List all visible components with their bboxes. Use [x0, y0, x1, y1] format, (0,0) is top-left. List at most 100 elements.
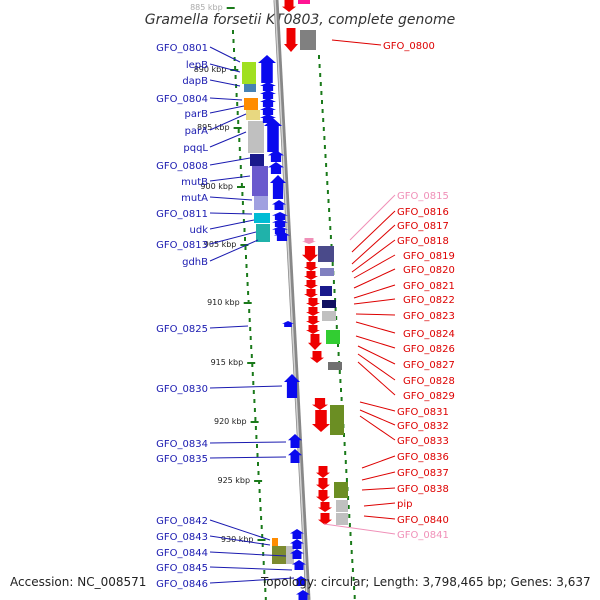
tick-dot	[326, 190, 329, 194]
scale-tick-label: 885 kbp	[190, 3, 223, 12]
feature-box	[330, 405, 344, 435]
tick-dot	[237, 120, 240, 124]
gene-arrow	[290, 539, 304, 549]
leader-line	[349, 194, 396, 241]
leader-line	[209, 456, 287, 459]
tick-dot	[248, 318, 251, 322]
tick-dot	[347, 505, 350, 509]
gene-label-gfo-0801: GFO_0801	[156, 43, 208, 54]
gene-label-gfo-0820: GFO_0820	[403, 265, 455, 276]
tick-dot	[244, 246, 247, 250]
feature-box	[320, 268, 334, 276]
tick-dot	[244, 237, 246, 241]
leader-line	[209, 79, 241, 87]
gene-arrow	[316, 490, 330, 502]
gene-arrow	[306, 307, 320, 316]
tick-dot	[335, 325, 338, 329]
tick-dot	[339, 379, 342, 383]
label-leader-lines	[209, 39, 396, 584]
gene-arrow	[294, 576, 308, 586]
tick-dot	[235, 84, 238, 88]
scale-tick	[233, 127, 242, 129]
gene-label-gfo-0823: GFO_0823	[403, 311, 455, 322]
gene-label-gfo-0829: GFO_0829	[403, 391, 455, 402]
gene-arrow	[308, 334, 322, 350]
gene-arrow	[288, 449, 302, 463]
gene-arrow	[306, 316, 320, 325]
tick-dot	[241, 201, 244, 205]
tick-dot	[333, 289, 336, 293]
tick-dot	[322, 127, 325, 131]
scale-tick-label: 920 kbp	[214, 417, 247, 426]
feature-box	[254, 196, 268, 210]
tick-dot	[254, 426, 257, 430]
feature-box	[336, 500, 348, 512]
leader-line	[209, 196, 253, 201]
leader-line	[209, 157, 251, 166]
tick-dot	[322, 118, 325, 122]
gene-arrow	[306, 325, 320, 334]
feature-box	[254, 213, 270, 223]
leader-line	[363, 515, 396, 520]
gene-arrow	[316, 478, 330, 490]
leader-line	[209, 441, 287, 444]
tick-dot	[239, 156, 242, 160]
gene-label-gfo-0824: GFO_0824	[403, 329, 455, 340]
tick-dot	[250, 354, 253, 358]
gene-arrow	[272, 219, 288, 227]
gene-label-parb: parB	[185, 109, 209, 120]
tick-dot	[340, 388, 342, 392]
gene-label-udk: udk	[190, 225, 209, 236]
gene-label-gfo-0821: GFO_0821	[403, 281, 455, 292]
tick-dot	[245, 264, 248, 268]
scale-tick-label: 915 kbp	[211, 358, 244, 367]
tick-dot	[340, 397, 343, 401]
gene-arrow	[282, 321, 294, 327]
leader-line	[351, 239, 396, 273]
tick-dot	[332, 280, 335, 284]
leader-line	[359, 401, 396, 412]
feature-box	[320, 286, 332, 296]
leader-line	[209, 566, 293, 571]
feature-box	[322, 311, 336, 321]
gene-label-gfo-0808: GFO_0808	[156, 161, 208, 172]
leader-line	[209, 175, 251, 182]
gene-label-gfo-0845: GFO_0845	[156, 563, 208, 574]
tick-dot	[353, 595, 356, 599]
tick-dot	[350, 541, 353, 545]
scale-tick	[226, 7, 235, 9]
left-gene-labels: GFO_0801 lepB dapB GFO_0804 parB parA pqqL GFO_…	[156, 43, 208, 590]
gene-arrow	[302, 238, 316, 244]
tick-dot	[264, 597, 267, 600]
gene-label-pip: pip	[397, 499, 412, 510]
gene-arrow	[258, 55, 276, 83]
gene-arrow	[284, 28, 298, 52]
tick-dot	[323, 145, 326, 149]
scale-tick-label: 890 kbp	[194, 65, 227, 74]
tick-dot	[258, 489, 261, 493]
tick-dot	[347, 496, 350, 500]
feature-box	[286, 546, 294, 564]
tick-dot	[350, 550, 353, 554]
scale-tick-label: 910 kbp	[207, 298, 240, 307]
tick-dot	[343, 442, 346, 446]
tick-dot	[318, 55, 320, 59]
scale-tick	[247, 362, 256, 364]
tick-dot	[344, 460, 347, 464]
leader-line	[209, 63, 241, 73]
gene-label-gfo-0825: GFO_0825	[156, 324, 208, 335]
tick-dot	[256, 444, 258, 448]
gene-arrow	[270, 175, 286, 199]
tick-dot	[345, 469, 348, 473]
gene-label-gfo-0836: GFO_0836	[397, 452, 449, 463]
tick-dot	[321, 100, 323, 104]
leader-line	[209, 519, 271, 541]
tick-dot-rows	[232, 30, 356, 600]
tick-dot	[321, 109, 324, 113]
tick-dot	[348, 514, 351, 518]
gene-arrow	[290, 549, 304, 559]
tick-dot	[351, 559, 354, 563]
leader-line	[209, 46, 241, 63]
tick-dot	[325, 172, 328, 176]
